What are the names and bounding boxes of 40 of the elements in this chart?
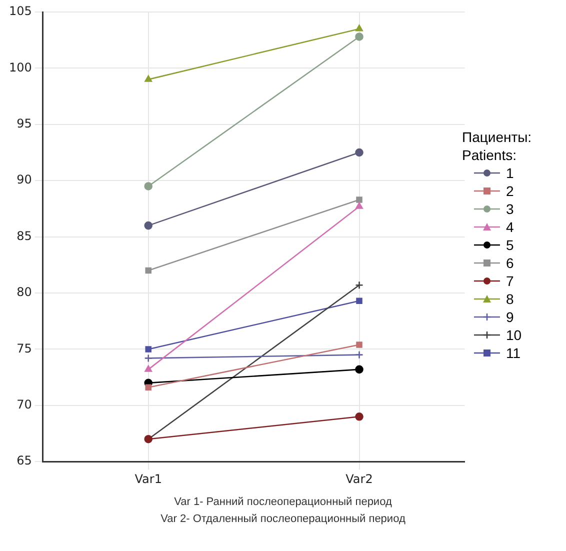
x-tick-label: Var2 (346, 472, 373, 486)
legend-label: 3 (506, 200, 514, 218)
y-tick-label: 85 (16, 228, 32, 243)
y-tick-label: 80 (16, 285, 32, 300)
legend-label: 1 (506, 164, 514, 182)
legend-label: 10 (506, 326, 522, 344)
point (355, 280, 364, 290)
legend-title: Пациенты: Patients: (462, 128, 532, 164)
legend-label: 8 (506, 290, 514, 308)
point (144, 221, 153, 230)
point (356, 196, 362, 203)
point (144, 182, 153, 190)
point (355, 350, 364, 359)
point (355, 365, 364, 374)
point (355, 412, 364, 421)
point (355, 148, 364, 157)
legend-label: 5 (506, 236, 514, 254)
legend-label: 4 (506, 218, 514, 236)
legend-label: 11 (506, 344, 521, 362)
y-tick-label: 70 (16, 398, 32, 412)
y-tick-label: 100 (9, 60, 32, 74)
point (145, 346, 152, 352)
point (355, 32, 364, 41)
point (356, 298, 362, 304)
text: Var 1- Ранний послеоперационный период (173, 495, 393, 510)
point (145, 267, 152, 274)
y-tick-label: 90 (16, 172, 32, 187)
y-tick-label: 95 (16, 116, 32, 131)
legend-label: 2 (506, 182, 514, 200)
legend-label: 6 (506, 254, 514, 272)
point (144, 354, 153, 362)
text: Var 2- Отдаленный послеоперационный период (160, 512, 406, 527)
legend-label: 9 (506, 308, 514, 326)
point (356, 342, 362, 348)
point (145, 384, 152, 391)
y-tick-label: 105 (9, 4, 32, 18)
y-tick-label: 75 (16, 341, 32, 356)
y-tick-label: 65 (16, 454, 32, 468)
x-tick-label: Var1 (134, 472, 162, 486)
legend-label: 7 (506, 272, 514, 290)
